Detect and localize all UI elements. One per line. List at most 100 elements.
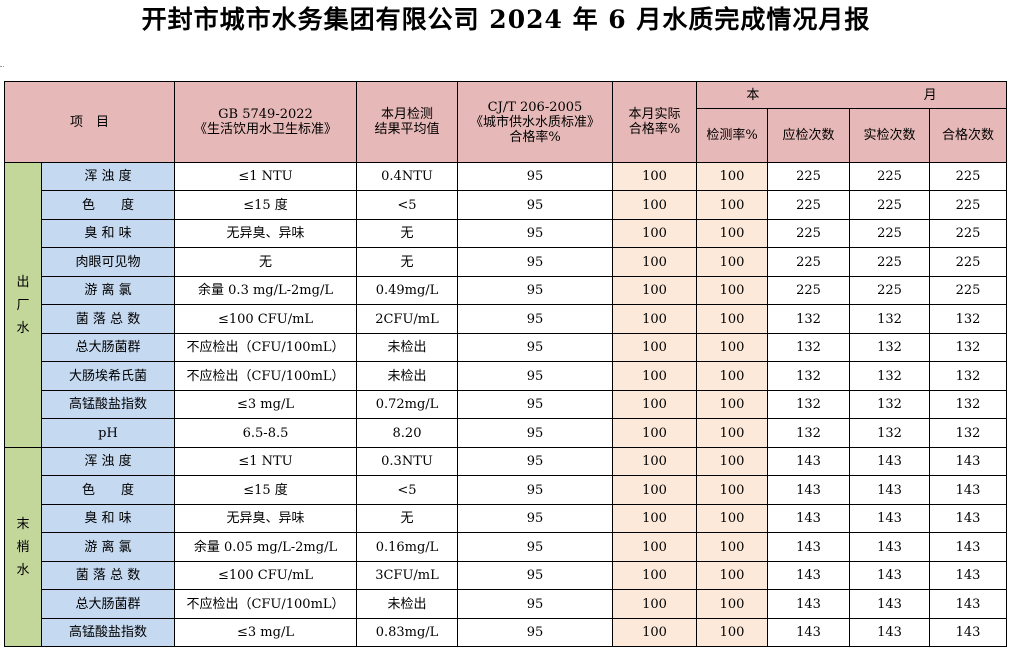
detect-rate-cell: 100: [696, 618, 768, 647]
pass-count-cell: 132: [929, 333, 1007, 362]
cj-rate-cell: 95: [457, 333, 613, 362]
table-row: 色 度 ≤15 度 <5 95 100 100 225 225 225: [5, 190, 1007, 220]
cj-rate-cell: 95: [457, 561, 613, 590]
item-name-cell: 菌 落 总 数: [41, 561, 175, 590]
pass-count-cell: 143: [929, 618, 1007, 647]
pass-count-cell: 225: [929, 247, 1007, 277]
should-count-cell: 225: [767, 276, 850, 305]
table-row: 高锰酸盐指数 ≤3 mg/L 0.72mg/L 95 100 100 132 132 132: [5, 390, 1007, 419]
water-quality-table: 项 目 GB 5749-2022 《生活饮用水卫生标准》 本月检测 结果平均值 …: [4, 81, 1007, 647]
actual-rate-cell: 100: [612, 447, 697, 476]
actual-count-cell: 143: [849, 532, 930, 562]
pass-count-cell: 225: [929, 276, 1007, 305]
table-row: 游 离 氯余量 0.05 mg/L-2mg/L 0.16mg/L 95 100 100 1…: [5, 532, 1007, 562]
detect-rate-cell: 100: [696, 276, 768, 305]
actual-count-cell: 225: [849, 219, 930, 248]
detect-rate-cell: 100: [696, 247, 768, 277]
should-count-cell: 143: [767, 447, 850, 476]
header-avg-line1: 本月检测: [380, 107, 433, 122]
should-count-cell: 132: [767, 361, 850, 391]
table-row: pH 6.5-8.5 8.20 95 100 100 132 132 132: [5, 418, 1007, 448]
pass-count-cell: 132: [929, 418, 1007, 448]
standard-cell: ≤15 度: [174, 190, 357, 220]
detect-rate-cell: 100: [696, 361, 768, 391]
actual-rate-cell: 100: [612, 190, 697, 220]
average-cell: 无: [356, 247, 458, 277]
table-row: 菌 落 总 数 ≤100 CFU/mL 3CFU/mL 95 100 100 143 143 1…: [5, 561, 1007, 590]
table-row: 大肠埃希氏菌 不应检出（CFU/100mL） 未检出 95 100 100 132 132 13…: [5, 361, 1007, 391]
average-cell: 0.83mg/L: [356, 618, 458, 647]
should-count-cell: 225: [767, 162, 850, 191]
sheet-corner-mark: [0, 66, 4, 75]
cj-rate-cell: 95: [457, 190, 613, 220]
actual-count-cell: 225: [849, 276, 930, 305]
header-month-left: 本: [746, 87, 760, 103]
cj-rate-cell: 95: [457, 219, 613, 248]
actual-rate-cell: 100: [612, 333, 697, 362]
standard-cell: ≤3 mg/L: [174, 390, 357, 419]
detect-rate-cell: 100: [696, 390, 768, 419]
actual-rate-cell: 100: [612, 618, 697, 647]
item-name-cell: 色 度: [41, 190, 175, 220]
header-cj-standard: CJ/T 206-2005 《城市供水水质标准》 合格率%: [457, 81, 613, 163]
cj-rate-cell: 95: [457, 589, 613, 619]
actual-count-cell: 143: [849, 475, 930, 505]
should-count-cell: 143: [767, 475, 850, 505]
item-name-cell: 臭 和 味: [41, 219, 175, 248]
header-pass-count: 合格次数: [929, 108, 1007, 163]
average-cell: 未检出: [356, 589, 458, 619]
item-name-cell: 高锰酸盐指数: [41, 390, 175, 419]
actual-rate-cell: 100: [612, 162, 697, 191]
cj-rate-cell: 95: [457, 304, 613, 334]
table-row: 肉眼可见物无无 95 100 100 225 225 225: [5, 247, 1007, 277]
actual-count-cell: 132: [849, 418, 930, 448]
header-avg-line2: 结果平均值: [374, 122, 440, 137]
average-cell: 未检出: [356, 333, 458, 362]
group-label-char: 厂: [16, 297, 30, 313]
standard-cell: ≤100 CFU/mL: [174, 304, 357, 334]
header-actual-line1: 本月实际: [628, 107, 681, 122]
should-count-cell: 225: [767, 190, 850, 220]
pass-count-cell: 143: [929, 561, 1007, 590]
actual-count-cell: 143: [849, 447, 930, 476]
item-name-cell: 游 离 氯: [41, 532, 175, 562]
detect-rate-cell: 100: [696, 532, 768, 562]
header-monthly-average: 本月检测 结果平均值: [356, 81, 458, 163]
cj-rate-cell: 95: [457, 618, 613, 647]
average-cell: 未检出: [356, 361, 458, 391]
actual-count-cell: 132: [849, 390, 930, 419]
header-actual-count: 实检次数: [849, 108, 930, 163]
cj-rate-cell: 95: [457, 247, 613, 277]
detect-rate-cell: 100: [696, 219, 768, 248]
pass-count-cell: 143: [929, 447, 1007, 476]
pass-count-cell: 143: [929, 475, 1007, 505]
detect-rate-cell: 100: [696, 190, 768, 220]
group-label-char: 水: [16, 320, 30, 336]
actual-count-cell: 132: [849, 304, 930, 334]
actual-rate-cell: 100: [612, 418, 697, 448]
actual-rate-cell: 100: [612, 304, 697, 334]
average-cell: 3CFU/mL: [356, 561, 458, 590]
group-label-char: 梢: [16, 539, 30, 555]
actual-rate-cell: 100: [612, 532, 697, 562]
item-name-cell: pH: [41, 418, 175, 448]
standard-cell: ≤100 CFU/mL: [174, 561, 357, 590]
detect-rate-cell: 100: [696, 162, 768, 191]
item-name-cell: 大肠埃希氏菌: [41, 361, 175, 391]
item-name-cell: 游 离 氯: [41, 276, 175, 305]
actual-rate-cell: 100: [612, 276, 697, 305]
table-row: 菌 落 总 数 ≤100 CFU/mL 2CFU/mL 95 100 100 132 132 1…: [5, 304, 1007, 334]
should-count-cell: 132: [767, 333, 850, 362]
standard-cell: ≤1 NTU: [174, 447, 357, 476]
cj-rate-cell: 95: [457, 276, 613, 305]
cj-rate-cell: 95: [457, 361, 613, 391]
standard-cell: 无: [174, 247, 357, 277]
group-label-char: 出: [16, 274, 30, 290]
should-count-cell: 225: [767, 219, 850, 248]
detect-rate-cell: 100: [696, 333, 768, 362]
detect-rate-cell: 100: [696, 475, 768, 505]
item-name-cell: 肉眼可见物: [41, 247, 175, 277]
header-item-label: 项 目: [69, 114, 109, 130]
table-row: 出厂水浑 浊 度 ≤1 NTU 0.4NTU 95 100 100 225 225 225: [4, 162, 1007, 448]
standard-cell: 无异臭、异味: [174, 504, 357, 533]
